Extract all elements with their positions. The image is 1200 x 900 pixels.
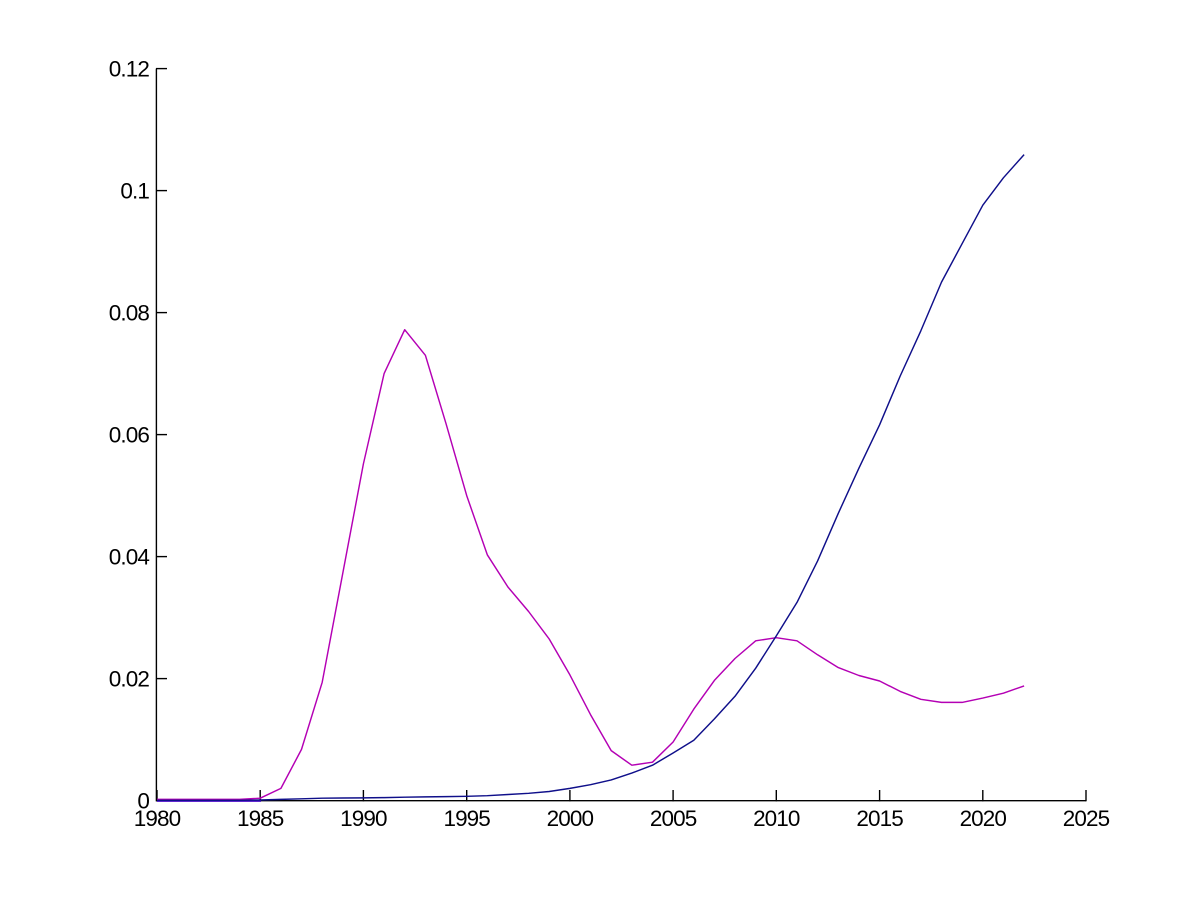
svg-text:2025: 2025 xyxy=(1063,806,1110,831)
svg-text:0.1: 0.1 xyxy=(120,178,149,203)
svg-text:2020: 2020 xyxy=(960,806,1007,831)
svg-text:2010: 2010 xyxy=(753,806,800,831)
svg-text:2000: 2000 xyxy=(547,806,594,831)
svg-text:0.06: 0.06 xyxy=(109,422,150,447)
svg-text:2005: 2005 xyxy=(650,806,697,831)
svg-text:0.12: 0.12 xyxy=(109,56,150,81)
svg-text:1995: 1995 xyxy=(443,806,490,831)
svg-text:0.02: 0.02 xyxy=(109,666,150,691)
svg-text:0.08: 0.08 xyxy=(109,300,150,325)
svg-text:1990: 1990 xyxy=(340,806,387,831)
svg-text:1985: 1985 xyxy=(237,806,284,831)
svg-text:0: 0 xyxy=(137,788,149,813)
svg-text:0.04: 0.04 xyxy=(109,544,150,569)
svg-text:1980: 1980 xyxy=(134,806,181,831)
svg-text:2015: 2015 xyxy=(856,806,903,831)
